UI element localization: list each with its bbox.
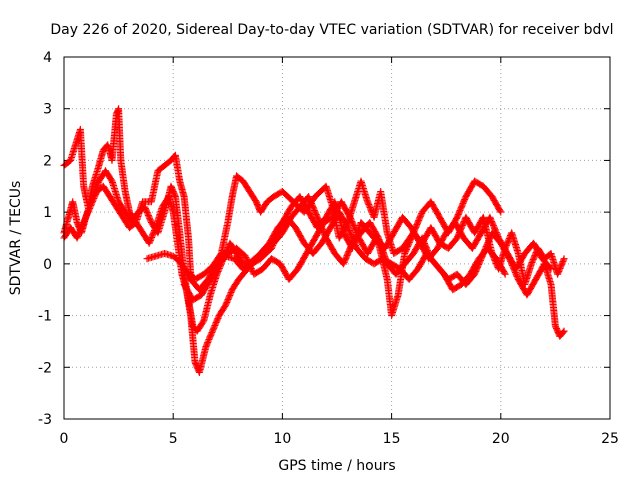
y-tick-label: 0: [43, 257, 52, 273]
data-point: [496, 207, 504, 215]
data-point: [226, 291, 234, 299]
x-tick-label: 0: [60, 431, 69, 447]
y-tick-label: 1: [43, 205, 52, 221]
data-point: [559, 328, 567, 336]
data-point: [560, 255, 568, 263]
data-point: [501, 270, 509, 278]
data-point: [210, 324, 218, 332]
tick-labels: 0 5 10 15 20 25 -3 -2 -1 0 1 2 3 4: [38, 50, 619, 447]
data-point: [144, 211, 152, 219]
x-tick-label: 5: [169, 431, 178, 447]
data-point: [146, 238, 154, 246]
series-track-5: [180, 198, 555, 304]
x-axis-label: GPS time / hours: [278, 458, 395, 474]
data-point: [210, 323, 218, 331]
x-tick-label: 25: [601, 431, 619, 447]
plot-area: [60, 105, 568, 376]
data-point: [560, 256, 567, 264]
y-tick-label: 3: [43, 102, 52, 118]
data-point: [527, 260, 535, 268]
data-point: [556, 265, 564, 273]
data-point: [547, 265, 555, 273]
y-tick-label: -3: [38, 412, 52, 428]
data-point: [171, 191, 179, 199]
x-tick-label: 10: [273, 431, 291, 447]
y-tick-label: -1: [38, 309, 52, 325]
data-point: [76, 228, 83, 236]
y-tick-label: -2: [38, 360, 52, 376]
plot-frame: [63, 56, 611, 420]
data-point: [497, 208, 505, 216]
data-point: [145, 213, 153, 221]
data-point: [555, 266, 563, 274]
data-point: [500, 269, 508, 277]
data-point: [546, 264, 554, 272]
data-point: [365, 202, 373, 210]
data-point: [146, 236, 154, 244]
data-point: [366, 203, 374, 211]
data-point: [204, 337, 212, 345]
data-point: [225, 293, 233, 301]
data-point: [87, 202, 95, 210]
data-point: [81, 214, 89, 222]
data-point: [560, 327, 568, 335]
y-tick-label: 2: [43, 153, 52, 169]
data-point: [87, 200, 95, 208]
data-point: [81, 216, 89, 224]
data-point: [151, 225, 159, 233]
series-track-1: [60, 105, 505, 283]
data-point: [204, 338, 212, 346]
data-point: [75, 230, 83, 238]
y-tick-label: 4: [43, 50, 52, 66]
x-tick-label: 20: [492, 431, 510, 447]
x-tick-label: 15: [383, 431, 401, 447]
y-axis-label: SDTVAR / TECUs: [8, 181, 24, 296]
chart-title: Day 226 of 2020, Sidereal Day-to-day VTE…: [50, 22, 613, 38]
